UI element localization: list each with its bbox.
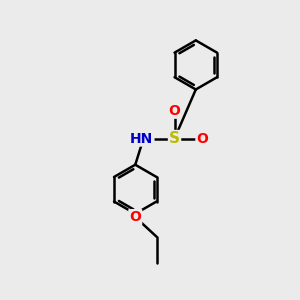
Text: S: S (169, 131, 180, 146)
Text: O: O (196, 131, 208, 146)
Text: O: O (169, 104, 181, 118)
Text: HN: HN (130, 131, 153, 146)
Text: O: O (129, 210, 141, 224)
